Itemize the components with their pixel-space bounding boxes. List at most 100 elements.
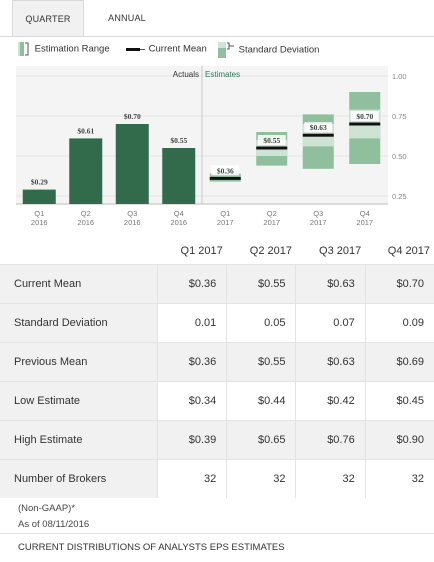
estimate-label-bg (350, 111, 379, 121)
row-label: Previous Mean (0, 342, 158, 382)
x-tick-quarter: Q4 (360, 209, 370, 218)
table-cell: $0.36 (157, 342, 227, 382)
x-tick-year: 2016 (77, 218, 94, 227)
y-tick-label: 0.25 (392, 192, 407, 201)
bar-value-label: $0.55 (170, 136, 187, 145)
table-cell: $0.55 (226, 264, 296, 304)
table-cell: $0.36 (157, 264, 227, 304)
x-tick-quarter: Q3 (313, 209, 323, 218)
legend-standard-deviation: Standard Deviation (218, 42, 319, 58)
row-label: Current Mean (0, 264, 158, 304)
x-tick-year: 2016 (124, 218, 141, 227)
legend-current-mean: Current Mean (126, 42, 207, 56)
x-tick-year: 2016 (31, 218, 48, 227)
x-tick-year: 2017 (310, 218, 327, 227)
col-header: Q4 2017 (387, 245, 430, 257)
estimate-label-bg (211, 165, 240, 176)
x-tick-quarter: Q1 (34, 209, 44, 218)
table-row: Low Estimate $0.34 $0.44 $0.42 $0.45 (0, 381, 434, 421)
period-tabs: QUARTER ANNUAL (0, 0, 434, 37)
table-cell: 0.07 (295, 303, 366, 343)
row-label: Standard Deviation (0, 303, 158, 343)
row-label: Number of Brokers (0, 459, 158, 498)
tab-annual[interactable]: ANNUAL (108, 13, 146, 23)
mean-line-icon (126, 42, 146, 56)
actual-bar (69, 138, 103, 204)
estimate-mean-line (302, 133, 334, 137)
estimate-mean-line (349, 122, 381, 126)
row-label: Low Estimate (0, 381, 158, 421)
x-tick-quarter: Q3 (127, 209, 137, 218)
bar-value-label: $0.29 (31, 178, 48, 187)
x-tick-year: 2016 (170, 218, 187, 227)
estimation-range-icon (18, 42, 32, 56)
bar-value-label: $0.61 (77, 126, 94, 135)
table-cell: 0.01 (157, 303, 227, 343)
table-cell: $0.42 (295, 381, 366, 421)
as-of-date: As of 08/11/2016 (18, 519, 90, 530)
actual-bar (115, 124, 149, 204)
estimate-value-label: $0.70 (356, 112, 373, 121)
estimate-label-bg (304, 122, 333, 133)
estimate-mean-line (256, 146, 288, 150)
table-row: High Estimate $0.39 $0.65 $0.76 $0.90 (0, 420, 434, 460)
estimate-value-label: $0.36 (217, 166, 234, 175)
table-cell: $0.69 (364, 342, 434, 382)
table-cell: $0.39 (157, 420, 227, 460)
y-tick-label: 0.50 (392, 152, 407, 161)
actuals-label: Actuals (173, 70, 199, 79)
table-cell: $0.63 (295, 264, 366, 304)
table-cell: $0.63 (295, 342, 366, 382)
tab-quarter[interactable]: QUARTER (12, 0, 84, 36)
table-cell: $0.44 (226, 381, 296, 421)
x-tick-quarter: Q2 (267, 209, 277, 218)
estimate-value-label: $0.63 (310, 123, 327, 132)
bar-value-label: $0.70 (124, 112, 141, 121)
estimate-label-bg (257, 135, 286, 145)
table-cell: $0.70 (364, 264, 434, 304)
col-header: Q2 2017 (249, 245, 292, 257)
legend-estimation-range: Estimation Range (18, 42, 110, 56)
actual-bar (22, 189, 56, 204)
non-gaap-note: (Non-GAAP)* (18, 503, 76, 514)
estimate-value-label: $0.55 (263, 136, 280, 145)
x-tick-quarter: Q1 (220, 209, 230, 218)
y-tick-label: 1.00 (392, 72, 407, 81)
x-tick-quarter: Q2 (81, 209, 91, 218)
eps-chart: 1.00 0.75 0.50 0.25 Actuals Estimates $0.29 $0.… (16, 66, 407, 227)
table-cell: 32 (226, 459, 296, 498)
y-tick-label: 0.75 (392, 112, 407, 121)
col-header: Q3 2017 (319, 245, 362, 257)
table-cell: $0.90 (364, 420, 434, 460)
legend-estimation-range-label: Estimation Range (34, 43, 110, 55)
table-cell: 0.09 (364, 303, 434, 343)
x-tick-year: 2017 (356, 218, 373, 227)
table-cell: $0.65 (226, 420, 296, 460)
estimate-mean-line (209, 176, 241, 180)
table-cell: $0.45 (364, 381, 434, 421)
table-cell: 32 (295, 459, 366, 498)
table-cell: $0.76 (295, 420, 366, 460)
x-tick-year: 2017 (263, 218, 280, 227)
x-tick-quarter: Q4 (174, 209, 184, 218)
estimates-label: Estimates (205, 70, 240, 79)
table-cell: 32 (157, 459, 227, 498)
row-label: High Estimate (0, 420, 158, 460)
table-row: Previous Mean $0.36 $0.55 $0.63 $0.69 (0, 342, 434, 382)
table-header-row: Q1 2017 Q2 2017 Q3 2017 Q4 2017 (0, 238, 434, 265)
table-row: Number of Brokers 32 32 32 32 (0, 459, 434, 498)
table-cell: $0.55 (226, 342, 296, 382)
table-header-blank (0, 238, 158, 265)
table-cell: $0.34 (157, 381, 227, 421)
legend-current-mean-label: Current Mean (148, 43, 207, 55)
col-header: Q1 2017 (180, 245, 223, 257)
table-row: Standard Deviation 0.01 0.05 0.07 0.09 (0, 303, 434, 343)
table-row: Current Mean $0.36 $0.55 $0.63 $0.70 (0, 264, 434, 304)
distribution-footer-link[interactable]: CURRENT DISTRIBUTIONS OF ANALYSTS EPS ES… (0, 533, 434, 561)
table-cell: 32 (364, 459, 434, 498)
actual-bar (162, 148, 196, 204)
table-cell: 0.05 (226, 303, 296, 343)
estimates-table: Q1 2017 Q2 2017 Q3 2017 Q4 2017 Current … (0, 238, 434, 498)
standard-deviation-icon (218, 42, 236, 58)
legend-standard-deviation-label: Standard Deviation (238, 44, 320, 56)
